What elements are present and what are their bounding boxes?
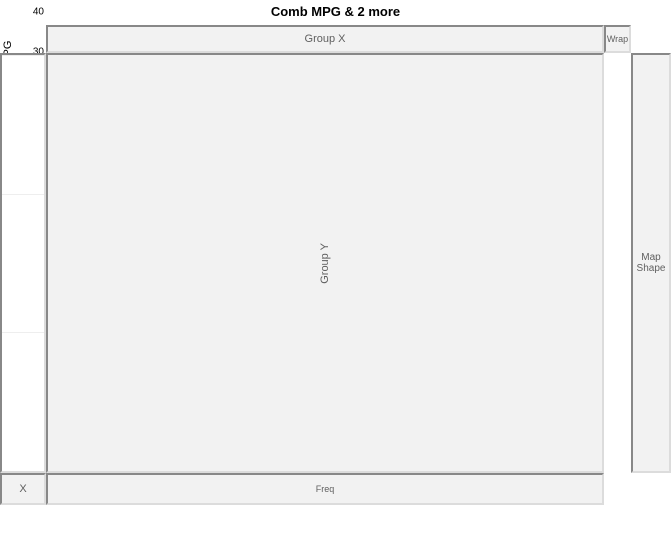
corner-bottom-right — [604, 473, 631, 505]
y-tick: 40 — [33, 6, 44, 17]
dropzone-group-y-label: Group Y — [319, 243, 331, 284]
dropzone-map-shape[interactable]: Map Shape — [631, 53, 671, 473]
gap-right — [604, 53, 631, 473]
dropzone-freq[interactable]: Freq — [46, 473, 604, 505]
dropzone-group-y[interactable]: Group Y — [46, 53, 604, 473]
graph-builder: Group X Wrap 10203040Comb MPG15202530354… — [0, 25, 671, 559]
panel-comb-mpg — [2, 55, 44, 194]
corner-top-right — [631, 25, 671, 53]
chart-title: Comb MPG & 2 more — [0, 0, 671, 25]
plot-area[interactable]: ++++++++++++++++++++++++++++++++++++++++… — [0, 53, 46, 473]
panel-hwy-mpg — [2, 194, 44, 333]
panel-city-mpg — [2, 332, 44, 471]
dropzone-wrap[interactable]: Wrap — [604, 25, 631, 53]
dropzone-group-x[interactable]: Group X — [46, 25, 604, 53]
